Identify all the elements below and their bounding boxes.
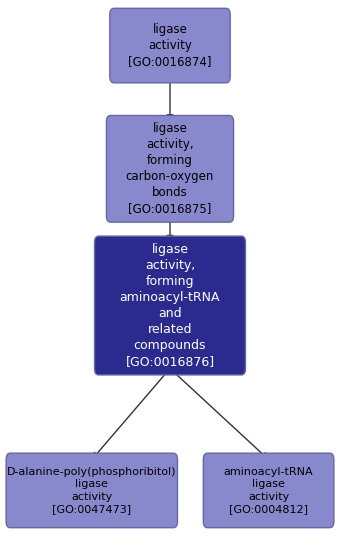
FancyBboxPatch shape [106,116,234,222]
Text: D-alanine-poly(phosphoribitol)
ligase
activity
[GO:0047473]: D-alanine-poly(phosphoribitol) ligase ac… [7,467,176,514]
Text: ligase
activity
[GO:0016874]: ligase activity [GO:0016874] [128,23,212,68]
Text: ligase
activity,
forming
carbon-oxygen
bonds
[GO:0016875]: ligase activity, forming carbon-oxygen b… [126,122,214,215]
Text: ligase
activity,
forming
aminoacyl-tRNA
and
related
compounds
[GO:0016876]: ligase activity, forming aminoacyl-tRNA … [120,243,220,368]
Text: aminoacyl-tRNA
ligase
activity
[GO:0004812]: aminoacyl-tRNA ligase activity [GO:00048… [224,467,313,514]
FancyBboxPatch shape [95,236,245,375]
FancyBboxPatch shape [6,453,177,527]
FancyBboxPatch shape [203,453,334,527]
FancyBboxPatch shape [110,8,230,83]
